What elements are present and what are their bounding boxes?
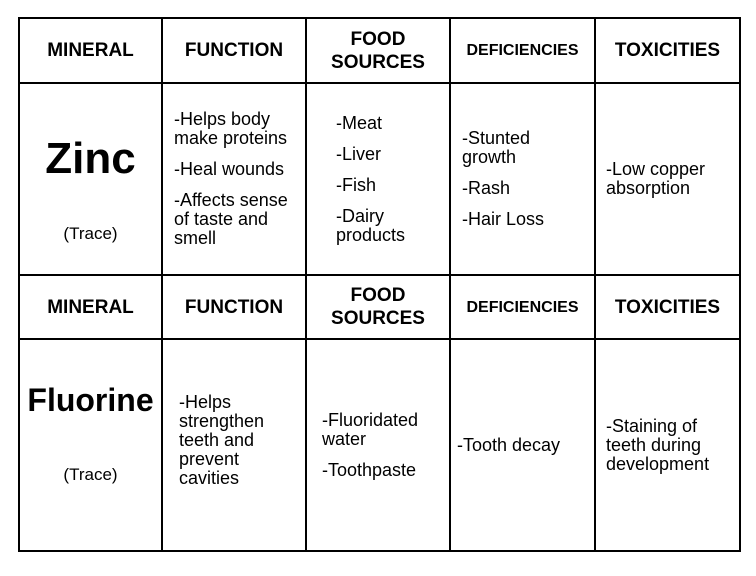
- list-item: -Dairy products: [336, 205, 406, 245]
- zinc-toxicities-cell: -Low copper absorption: [606, 84, 734, 274]
- list-item: -Meat: [336, 112, 383, 133]
- list-item: -Affects sense of taste and smell: [174, 190, 288, 248]
- list-item: -Hair Loss: [462, 209, 545, 229]
- list-item: -Stunted growth: [462, 128, 531, 167]
- mineral-type: (Trace): [63, 224, 118, 243]
- fluorine-food-sources-cell: -Fluoridated water -Toothpaste: [322, 340, 446, 550]
- fluorine-deficiencies-cell: -Tooth decay: [457, 340, 592, 550]
- fluorine-function-cell: -Helps strengthen teeth and prevent cavi…: [179, 340, 289, 550]
- list-item: -Liver: [336, 143, 382, 164]
- header-food-sources: FOOD SOURCES: [331, 285, 425, 329]
- list-item: -Toothpaste: [322, 459, 417, 480]
- list-item: -Heal wounds: [174, 159, 285, 179]
- mineral-type: (Trace): [63, 465, 118, 484]
- row-divider: [18, 274, 741, 276]
- column-divider: [594, 17, 596, 552]
- table-border-bottom: [18, 550, 741, 552]
- header-mineral: MINERAL: [47, 40, 134, 61]
- column-divider: [305, 17, 307, 552]
- header-mineral: MINERAL: [47, 296, 134, 318]
- list-item: -Tooth decay: [457, 434, 561, 455]
- zinc-deficiencies-cell: -Stunted growth -Rash -Hair Loss: [462, 84, 572, 274]
- zinc-function-cell: -Helps body make proteins -Heal wounds -…: [174, 84, 304, 274]
- list-item: -Rash: [462, 178, 511, 198]
- fluorine-toxicities-cell: -Staining of teeth during development: [606, 340, 736, 550]
- table-border-top: [18, 17, 741, 19]
- mineral-name: Zinc: [45, 134, 136, 183]
- header-toxicities: TOXICITIES: [614, 296, 721, 318]
- header-function: FUNCTION: [184, 40, 284, 61]
- header-deficiencies: DEFICIENCIES: [466, 42, 579, 59]
- list-item: -Fluoridated water: [322, 409, 419, 449]
- list-item: -Fish: [336, 174, 376, 195]
- list-item: -Helps strengthen teeth and prevent cavi…: [179, 392, 265, 488]
- header-toxicities: TOXICITIES: [614, 40, 721, 61]
- header-food-sources: FOOD SOURCES: [331, 28, 425, 73]
- column-divider: [449, 17, 451, 552]
- list-item: -Staining of teeth during development: [606, 415, 710, 474]
- header-deficiencies: DEFICIENCIES: [466, 298, 579, 316]
- column-divider: [161, 17, 163, 552]
- zinc-food-sources-cell: -Meat -Liver -Fish -Dairy products: [336, 84, 446, 274]
- list-item: -Helps body make proteins: [174, 109, 288, 148]
- fluorine-mineral-cell: Fluorine (Trace): [20, 340, 161, 550]
- row-divider: [18, 82, 741, 84]
- header-function: FUNCTION: [184, 296, 284, 318]
- mineral-name: Fluorine: [27, 382, 154, 418]
- table-border-left: [18, 17, 20, 552]
- zinc-mineral-cell: Zinc (Trace): [20, 84, 161, 274]
- table-border-right: [739, 17, 741, 552]
- list-item: -Low copper absorption: [606, 159, 706, 198]
- row-divider: [18, 338, 741, 340]
